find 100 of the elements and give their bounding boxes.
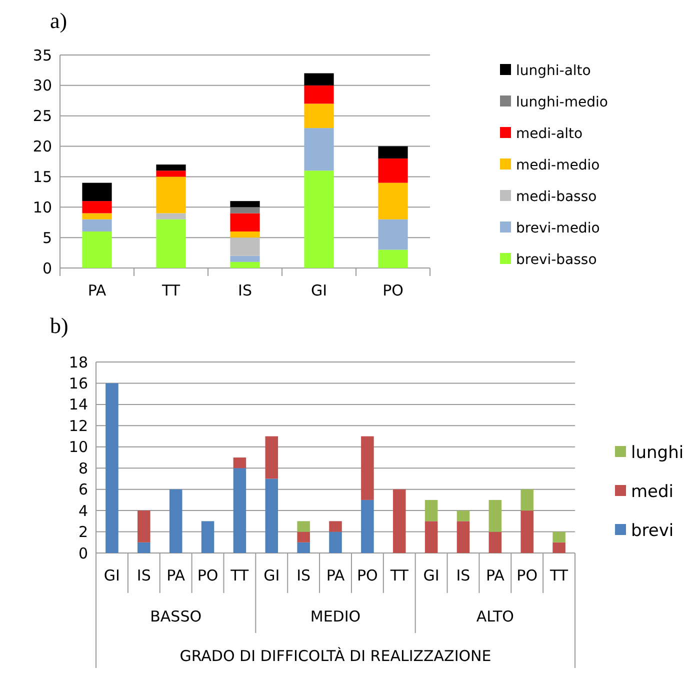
- x-tick-label: PA: [486, 566, 506, 584]
- bar: [106, 383, 118, 553]
- bar: [156, 213, 186, 220]
- bar: [297, 542, 310, 553]
- bar: [378, 219, 408, 250]
- bar: [456, 510, 470, 522]
- legend-label: medi: [631, 482, 674, 502]
- text: ALTO: [476, 607, 514, 626]
- bar: [304, 170, 334, 268]
- bar: [361, 500, 374, 553]
- legend-label: brevi-medio: [516, 220, 600, 236]
- legend-label: brevi-basso: [516, 252, 597, 268]
- y-tick-label: 10: [32, 198, 52, 216]
- bar: [424, 500, 438, 522]
- bar: [520, 489, 534, 511]
- legend-label: medi-alto: [516, 126, 583, 142]
- bar: [82, 213, 112, 220]
- bar: [520, 510, 534, 553]
- bar: [361, 436, 374, 500]
- chart-title: b): [50, 313, 68, 338]
- y-tick-label: 16: [68, 374, 88, 392]
- x-tick-label: PO: [197, 566, 218, 584]
- bar: [230, 201, 260, 208]
- x-tick-label: PO: [382, 281, 404, 300]
- bar: [329, 532, 342, 553]
- legend-label: medi-basso: [516, 188, 597, 205]
- y-tick-label: 0: [78, 544, 88, 562]
- x-tick-label: PO: [516, 566, 538, 584]
- bar: [156, 164, 186, 171]
- x-tick-label: PA: [88, 281, 107, 300]
- bar: [297, 521, 310, 532]
- text: BASSO: [150, 607, 202, 626]
- bar: [82, 182, 112, 202]
- y-tick-label: 25: [32, 107, 52, 126]
- bar: [552, 542, 566, 553]
- x-tick-label: IS: [238, 281, 252, 300]
- bar: [156, 170, 186, 177]
- bar: [392, 489, 406, 553]
- x-tick-label: TT: [389, 566, 410, 584]
- x-tick-label: IS: [296, 566, 311, 584]
- x-tick-label: PA: [166, 566, 186, 584]
- x-tick-label: PA: [326, 566, 346, 584]
- bar: [82, 219, 112, 232]
- bar: [378, 158, 408, 183]
- bar: [201, 521, 214, 553]
- text: MEDIO: [310, 607, 361, 626]
- x-tick-label: PO: [357, 566, 378, 584]
- y-tick-label: 0: [42, 259, 52, 278]
- y-tick-label: 14: [68, 396, 88, 414]
- bar: [424, 521, 438, 553]
- bar: [329, 521, 342, 532]
- legend-label: lunghi-medio: [516, 94, 608, 110]
- bar: [488, 500, 502, 532]
- bar: [156, 219, 186, 268]
- bar: [156, 176, 186, 214]
- bar: [169, 489, 182, 553]
- bar: [230, 262, 260, 268]
- bar: [378, 250, 408, 268]
- y-tick-label: 30: [32, 76, 52, 95]
- y-tick-label: 8: [78, 459, 88, 478]
- y-tick-label: 2: [78, 523, 88, 542]
- x-tick-label: GI: [423, 566, 440, 584]
- x-tick-label: TT: [230, 566, 250, 584]
- chart-title: a): [50, 8, 68, 33]
- x-tick-label: TT: [549, 566, 569, 584]
- x-tick-label: IS: [456, 566, 470, 584]
- bar: [230, 213, 260, 232]
- bar: [378, 146, 408, 158]
- bar: [230, 207, 260, 214]
- legend-label: brevi: [631, 520, 674, 541]
- bar: [304, 73, 334, 86]
- y-tick-label: 5: [42, 228, 52, 247]
- bar: [233, 468, 246, 553]
- bar: [552, 532, 566, 542]
- bar: [297, 532, 310, 542]
- y-tick-label: 15: [32, 168, 52, 186]
- x-axis-title: GRADO DI DIFFICOLTÀ DI REALIZZAZIONE: [180, 647, 492, 665]
- bar: [304, 85, 334, 104]
- legend-label: lunghi-alto: [516, 62, 591, 79]
- x-tick-label: GI: [310, 281, 328, 300]
- bar: [233, 458, 246, 468]
- legend-label: lunghi: [631, 442, 684, 463]
- x-tick-label: GI: [104, 566, 120, 584]
- bar: [230, 231, 260, 238]
- bar: [82, 231, 112, 268]
- bar: [304, 104, 334, 128]
- x-tick-label: GI: [264, 566, 280, 584]
- bar: [138, 510, 150, 542]
- y-tick-label: 18: [68, 353, 88, 372]
- bar: [138, 542, 150, 553]
- bar: [82, 201, 112, 214]
- x-tick-label: IS: [136, 566, 151, 584]
- bar: [265, 478, 278, 553]
- legend-label: medi-medio: [516, 157, 600, 174]
- bar: [456, 521, 470, 553]
- y-tick-label: 4: [78, 502, 88, 520]
- y-tick-label: 10: [68, 438, 88, 456]
- y-tick-label: 12: [68, 416, 88, 435]
- y-tick-label: 6: [78, 480, 88, 499]
- x-tick-label: TT: [160, 281, 181, 300]
